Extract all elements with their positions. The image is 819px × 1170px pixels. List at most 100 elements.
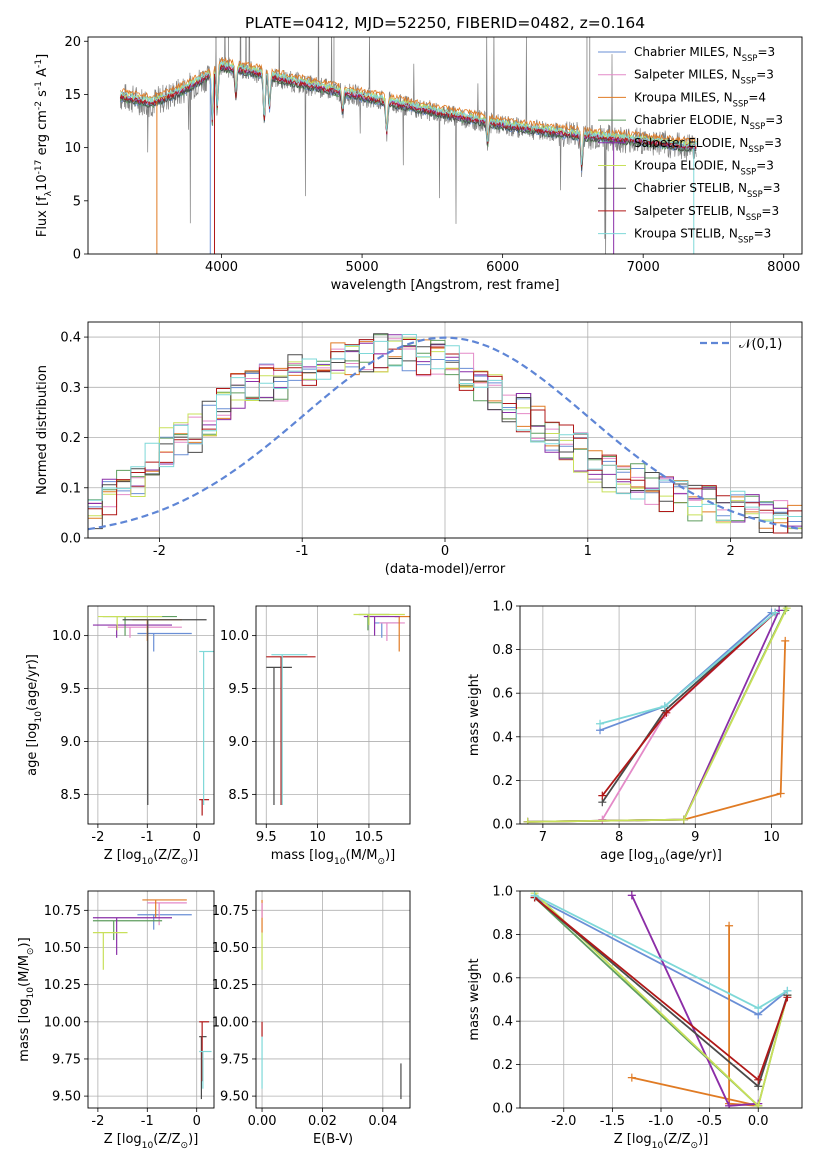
y-tick-label: 20 xyxy=(64,35,81,50)
text-run: Flux [f xyxy=(35,196,50,237)
y-tick-label: 0.2 xyxy=(492,1058,513,1073)
y-tick-label: 10 xyxy=(64,141,81,156)
axes-frame xyxy=(519,890,803,1109)
plot-area xyxy=(92,899,212,1100)
text-run: 10 xyxy=(35,174,50,191)
x-tick-label: 2 xyxy=(726,544,734,559)
weight-point xyxy=(754,1075,763,1084)
axes-weight_vs_age: 7 8 9 10 0.0 0.2 0.4 0.6 0.8 1.0 age [log10​(age/y… xyxy=(467,600,803,867)
x-tick-label: 7000 xyxy=(627,260,660,275)
y-tick-label: 9.50 xyxy=(52,1090,81,1105)
y-tick-label: 8.5 xyxy=(60,788,81,803)
plot-area xyxy=(523,606,791,824)
text-run: (age/yr)] xyxy=(25,654,40,711)
text-run: (M/M xyxy=(17,955,32,987)
text-run: PLATE=0412, MJD=52250, FIBERID=0482, z=0… xyxy=(245,14,645,32)
weight-point xyxy=(725,921,734,930)
legend-label: Chabrier MILES, NSSP​=3 xyxy=(634,45,775,63)
x-tick-label: 0 xyxy=(193,830,201,845)
x-tick-label: -2.0 xyxy=(551,1114,576,1129)
x-axis-label: E(B-V) xyxy=(313,1132,353,1147)
axes-frame xyxy=(255,890,411,1109)
weight-line xyxy=(630,894,759,1107)
weight-line xyxy=(601,611,776,803)
legend-label: Kroupa MILES, NSSP​=4 xyxy=(634,90,766,108)
text-run: )] xyxy=(385,848,395,863)
y-tick-label: 10.25 xyxy=(212,978,249,993)
text-run: s xyxy=(35,90,50,101)
weight-line xyxy=(631,925,759,1107)
y-tick-label: 9.0 xyxy=(60,735,81,750)
legend: 𝒩(0,1) xyxy=(700,337,782,352)
x-tick-label: 0.00 xyxy=(248,1114,277,1129)
x-tick-label: 10.5 xyxy=(354,830,383,845)
axes-frame xyxy=(87,36,803,255)
text-run: Kroupa STELIB, N xyxy=(634,227,738,241)
superscript: -2 xyxy=(34,101,44,110)
text-run: E(B-V) xyxy=(313,1132,353,1147)
weight-point xyxy=(754,1101,763,1108)
weight-line xyxy=(527,610,787,823)
subscript: 10 xyxy=(652,1141,664,1151)
subscript: 10 xyxy=(26,987,36,999)
x-tick-label: 0.04 xyxy=(368,1114,397,1129)
superscript: -1 xyxy=(34,59,44,68)
x-axis-label: Z [log10​(Z/Z⊙​)] xyxy=(614,1132,709,1151)
chart-title: PLATE=0412, MJD=52250, FIBERID=0482, z=0… xyxy=(245,14,645,32)
subscript: ⊙ xyxy=(691,1141,699,1151)
text-run: ] xyxy=(35,54,50,59)
x-tick-label: 10 xyxy=(309,830,326,845)
y-axis-label: age [log10​(age/yr)] xyxy=(25,654,44,776)
y-tick-label: 10.0 xyxy=(220,629,249,644)
legend-label: Chabrier ELODIE, NSSP​=3 xyxy=(634,113,783,131)
x-tick-label: -2 xyxy=(91,830,104,845)
y-tick-label: 1.0 xyxy=(492,885,513,900)
subscript: SSP xyxy=(741,167,757,177)
y-tick-label: 0.2 xyxy=(492,774,513,789)
plot-area xyxy=(92,615,214,816)
x-tick-label: -2 xyxy=(91,1114,104,1129)
superscript: -1 xyxy=(34,81,44,90)
x-tick-label: -1.5 xyxy=(600,1114,625,1129)
weight-line xyxy=(599,611,776,725)
text-run: age [log xyxy=(25,723,40,776)
weight-point xyxy=(662,708,671,717)
weight-point xyxy=(627,1073,636,1082)
y-tick-label: 0.0 xyxy=(492,1102,513,1117)
subscript: 10 xyxy=(653,857,665,867)
subscript: SSP xyxy=(733,98,749,108)
weight-point xyxy=(598,815,607,824)
text-run: =3 xyxy=(757,45,775,59)
y-tick-label: 0.1 xyxy=(60,481,81,496)
y-tick-label: 10.50 xyxy=(44,941,81,956)
x-axis-label: wavelength [Angstrom, rest frame] xyxy=(331,278,560,293)
x-tick-label: -1.0 xyxy=(648,1114,673,1129)
x-axis-label: mass [log10​(M/M⊙​)] xyxy=(271,848,395,867)
subscript: ⊙ xyxy=(181,1141,189,1151)
x-axis-label: age [log10​(age/yr)] xyxy=(600,848,722,867)
y-axis-label: mass weight xyxy=(467,958,482,1040)
legend-label: Salpeter MILES, NSSP​=3 xyxy=(634,68,774,86)
axes-mass_vs_ebv: 0.00 0.02 0.04 9.50 9.75 10.00 10.25 10.50 10.75… xyxy=(212,890,411,1147)
y-tick-label: 15 xyxy=(64,88,81,103)
legend: Chabrier MILES, NSSP​=3 Salpeter MILES, N… xyxy=(598,45,783,245)
text-run: )] xyxy=(698,1132,708,1147)
y-tick-label: 9.50 xyxy=(220,1090,249,1105)
y-tick-label: 0.8 xyxy=(492,643,513,658)
y-tick-label: 10.25 xyxy=(44,978,81,993)
text-run: erg cm xyxy=(35,110,50,159)
weight-point xyxy=(771,608,780,617)
legend-label: Kroupa STELIB, NSSP​=3 xyxy=(634,227,771,245)
model-spectrum xyxy=(119,60,697,165)
text-run: =4 xyxy=(748,90,766,104)
subscript: 10 xyxy=(34,711,44,723)
text-run: =3 xyxy=(754,227,772,241)
weight-point xyxy=(781,636,790,645)
text-run: Z [log xyxy=(104,848,142,863)
subscript: SSP xyxy=(750,121,766,131)
subscript: SSP xyxy=(748,144,764,154)
y-tick-label: 0.6 xyxy=(492,687,513,702)
text-run: A xyxy=(35,68,50,81)
axes-spectrum: 4000 5000 6000 7000 8000 0 5 10 15 20 wavelength [… xyxy=(34,14,803,293)
